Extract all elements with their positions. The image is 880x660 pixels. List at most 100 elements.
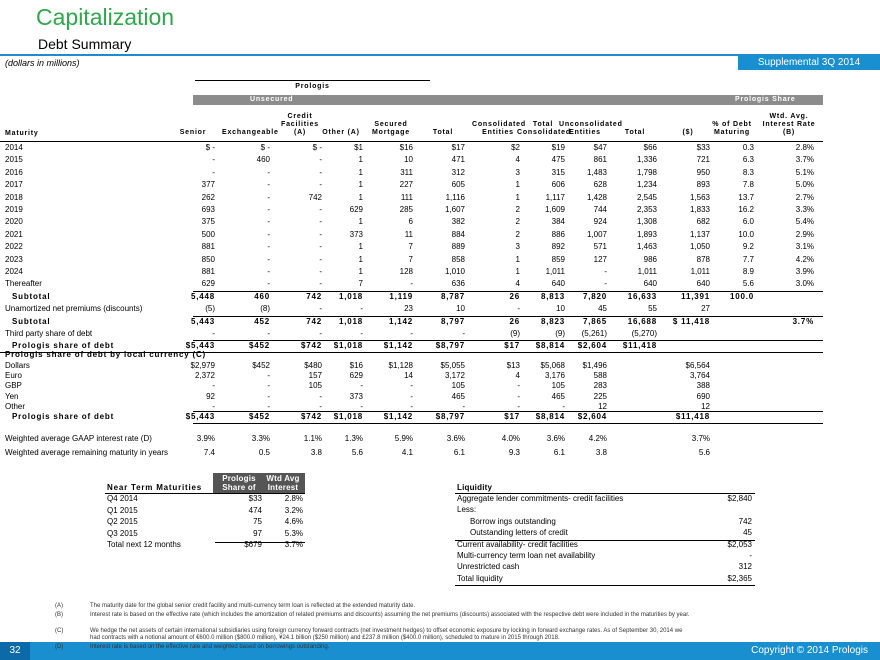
cell: 881 xyxy=(201,242,215,252)
cell: 3.7% xyxy=(284,540,303,549)
column-header: Near Term Maturities xyxy=(107,483,202,492)
cell: $452 xyxy=(249,412,270,421)
cell: 3.8 xyxy=(310,448,322,457)
cell: $5,055 xyxy=(440,361,465,370)
cell: 3.3% xyxy=(251,434,270,443)
cell: - xyxy=(267,254,270,264)
cell: - xyxy=(267,391,270,401)
cell: 8,823 xyxy=(540,316,565,326)
cell: 7 xyxy=(408,242,413,252)
cell: 127 xyxy=(593,254,607,264)
cell: 2.7% xyxy=(795,192,814,202)
cell: 225 xyxy=(593,391,607,401)
row-label: Dollars xyxy=(5,361,30,370)
cell: 285 xyxy=(399,205,413,214)
cell: 1 xyxy=(358,217,363,227)
cell: 7.4 xyxy=(203,448,215,457)
column-header: Total Consolidated xyxy=(517,121,571,136)
row-label: Yen xyxy=(5,391,19,401)
cell: 55 xyxy=(648,304,657,314)
cell: - xyxy=(319,229,322,239)
cell: $1,128 xyxy=(388,361,413,370)
group-label: Prologis xyxy=(295,83,330,90)
cell: 2.9% xyxy=(795,229,814,239)
cell: 640 xyxy=(551,279,565,289)
cell: 1.1% xyxy=(303,434,322,443)
group-label: Unsecured xyxy=(250,96,294,103)
cell: $742 xyxy=(301,412,322,421)
cell: 10.0 xyxy=(738,229,754,239)
cell: 742 xyxy=(308,192,322,202)
cell: (9) xyxy=(510,329,520,338)
rule xyxy=(193,290,823,292)
cell: 1 xyxy=(358,167,363,177)
cell: 881 xyxy=(201,267,215,276)
cell: 7 xyxy=(358,279,363,289)
rule xyxy=(455,585,755,586)
cell: 1,609 xyxy=(544,205,565,214)
cell: 1 xyxy=(358,267,363,276)
cell: 4.2% xyxy=(795,254,814,264)
cell: 10 xyxy=(456,304,465,314)
cell: (5) xyxy=(205,304,215,314)
cell: 3 xyxy=(515,242,520,252)
cell: $5,443 xyxy=(185,412,215,421)
cell: $2,979 xyxy=(190,361,215,370)
cell: 986 xyxy=(643,254,657,264)
cell: 4 xyxy=(515,155,520,165)
cell: (8) xyxy=(260,304,270,314)
cell: $5,443 xyxy=(185,341,215,351)
cell: 465 xyxy=(451,391,465,401)
row-label: Prologis share of debt xyxy=(12,341,115,351)
cell: - xyxy=(319,242,322,252)
cell: 311 xyxy=(400,167,413,177)
row-label: Aggregate lender commitments- credit fac… xyxy=(457,494,624,503)
cell: 11,391 xyxy=(681,291,710,301)
cell: 1,117 xyxy=(545,192,565,202)
cell: 1,007 xyxy=(586,229,607,239)
cell: 3,764 xyxy=(689,371,710,381)
cell: 4.2% xyxy=(588,434,607,443)
cell: - xyxy=(319,279,322,289)
column-header: Exchangeable xyxy=(222,129,279,136)
cell: $8,814 xyxy=(535,341,565,351)
cell: $480 xyxy=(304,361,322,370)
row-label: GBP xyxy=(5,381,22,391)
cell: 500 xyxy=(201,229,215,239)
row-label: Total next 12 months xyxy=(107,540,181,549)
cell: $8,797 xyxy=(435,412,465,421)
cell: 27 xyxy=(701,304,710,314)
cell: (5,270) xyxy=(631,329,657,338)
cell: 2.8% xyxy=(284,494,303,503)
rule xyxy=(193,411,823,412)
cell: $ - xyxy=(312,143,322,152)
cell: 26 xyxy=(509,316,520,326)
cell: 45 xyxy=(743,528,752,538)
cell: - xyxy=(212,167,215,177)
cell: - xyxy=(604,279,607,289)
cell: 3.7% xyxy=(795,155,814,165)
cell: 157 xyxy=(308,371,322,381)
footnote-marker: (C) xyxy=(55,628,64,634)
section-title: Prologis share of debt by local currency… xyxy=(5,350,207,359)
cell: 1,798 xyxy=(636,167,657,177)
cell: - xyxy=(267,267,270,276)
cell: - xyxy=(267,279,270,289)
cell: 1 xyxy=(515,254,520,264)
rule xyxy=(193,315,823,317)
cell: 1,428 xyxy=(586,192,607,202)
cell: 3.6% xyxy=(446,434,465,443)
cell: 1,011 xyxy=(690,267,710,276)
cell: (9) xyxy=(555,329,565,338)
column-header: Consolidated Entities xyxy=(472,121,526,136)
cell: $2,604 xyxy=(577,341,607,351)
footnote: We hedge the net assets of certain inter… xyxy=(90,628,683,641)
cell: - xyxy=(517,381,520,391)
cell: $66 xyxy=(643,143,657,152)
column-header: Prologis Share of Debt xyxy=(222,474,256,501)
cell: 878 xyxy=(696,254,710,264)
cell: 640 xyxy=(696,279,710,289)
cell: 5.6 xyxy=(351,448,363,457)
cell: 105 xyxy=(308,381,322,391)
cell: - xyxy=(562,401,565,411)
